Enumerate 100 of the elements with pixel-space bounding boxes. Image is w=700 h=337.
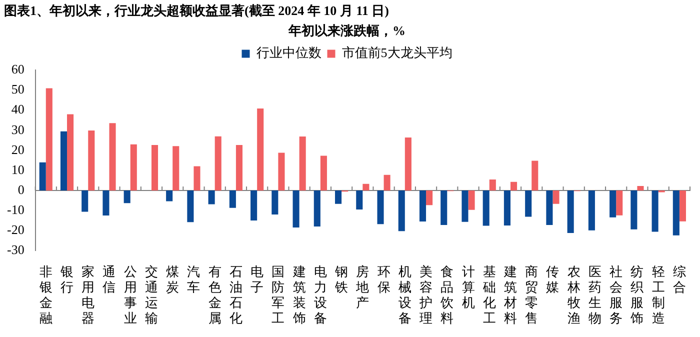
y-tick-label: 40 <box>11 102 24 117</box>
bar <box>610 190 616 218</box>
x-tick-label: 房地产 <box>355 264 370 310</box>
y-tick-label: 30 <box>11 122 24 137</box>
x-tick-label: 医药生物 <box>588 264 602 326</box>
bar <box>257 108 264 190</box>
bar <box>124 190 130 204</box>
x-tick-label: 建筑材料 <box>502 264 517 326</box>
bar <box>67 114 74 190</box>
bar <box>130 144 137 190</box>
bar <box>250 190 258 221</box>
x-tick-label: 公用事业 <box>124 264 137 326</box>
bar <box>462 190 468 222</box>
x-tick-label: 轻工制造 <box>652 264 665 326</box>
x-tick-label: 家用电器 <box>82 264 95 326</box>
x-tick-label: 美容护理 <box>418 264 433 326</box>
y-tick-label: 60 <box>11 62 24 77</box>
x-tick-label: 银行 <box>60 264 74 294</box>
bar <box>362 184 370 190</box>
bar <box>166 190 173 202</box>
y-tick-label: 0 <box>18 182 24 197</box>
bar <box>426 190 433 206</box>
bar <box>335 190 342 204</box>
bar <box>672 190 680 236</box>
bar <box>82 190 88 212</box>
bar <box>194 166 200 190</box>
x-tick-label: 建筑装饰 <box>292 264 306 326</box>
bar <box>292 190 300 228</box>
bar <box>272 190 278 215</box>
bar <box>320 156 327 190</box>
bar <box>489 179 496 190</box>
bar <box>46 88 52 190</box>
x-tick-label: 通信 <box>102 264 116 294</box>
x-tick-label: 基础化工 <box>482 264 496 326</box>
bar <box>532 160 538 190</box>
x-tick-label: 商贸零售 <box>525 264 538 326</box>
chart-subtitle: 年初以来涨跌幅，% <box>288 22 406 38</box>
bar <box>468 190 475 210</box>
x-tick-label: 汽车 <box>187 264 200 294</box>
bar <box>229 190 236 208</box>
y-tick-label: -20 <box>6 222 24 237</box>
bar <box>356 190 363 210</box>
x-tick-label: 综合 <box>672 264 686 294</box>
y-tick-label: 50 <box>11 82 24 97</box>
bar <box>510 182 518 190</box>
x-tick-label: 农林牧渔 <box>566 264 580 326</box>
bar <box>630 190 638 230</box>
y-tick-label: 20 <box>11 142 24 157</box>
bar <box>214 136 222 190</box>
bar <box>236 144 242 190</box>
bar <box>652 190 658 232</box>
bar <box>187 190 194 222</box>
bar <box>546 190 553 225</box>
bar <box>299 136 306 190</box>
bar <box>384 174 390 190</box>
y-tick-label: -30 <box>6 242 24 258</box>
bar <box>419 190 426 222</box>
x-tick-label: 交通运输 <box>144 264 158 326</box>
x-tick-label: 机械设备 <box>398 264 412 326</box>
bar <box>440 190 448 225</box>
x-tick-label: 电子 <box>250 264 264 294</box>
bar <box>151 144 158 190</box>
bar <box>314 190 320 227</box>
x-tick-label: 食品饮料 <box>440 264 454 326</box>
x-tick-label: 电力设备 <box>314 264 327 326</box>
y-tick-label: -10 <box>6 202 24 217</box>
legend-label: 市值前5大龙头平均 <box>342 45 452 60</box>
bar <box>278 152 285 190</box>
y-tick-label: 10 <box>11 162 24 177</box>
bar <box>172 146 180 190</box>
x-tick-label: 有色金属 <box>208 264 222 326</box>
x-tick-label: 钢铁 <box>334 264 348 294</box>
bar <box>398 190 405 232</box>
bar <box>102 190 110 216</box>
bar <box>88 130 95 190</box>
bar <box>39 162 46 190</box>
bar <box>567 190 574 233</box>
x-tick-label: 传媒 <box>546 264 560 294</box>
bar <box>60 131 68 190</box>
bar <box>377 190 384 224</box>
x-tick-label: 环保 <box>377 264 390 294</box>
bar <box>482 190 490 226</box>
x-tick-label: 纺织服饰 <box>630 264 644 326</box>
bar <box>404 138 412 190</box>
x-tick-label: 石油石化 <box>229 264 242 326</box>
x-tick-label: 非银金融 <box>38 264 52 326</box>
x-tick-label: 国防军工 <box>272 264 285 326</box>
bar <box>679 190 686 222</box>
bar <box>552 190 560 204</box>
x-tick-label: 社会服务 <box>610 264 623 326</box>
bar <box>109 123 116 190</box>
bar <box>588 190 595 230</box>
chart-title: 图表1、年初以来，行业龙头超额收益显著(截至 2024 年 10 月 11 日) <box>4 3 389 18</box>
x-tick-label: 计算机 <box>462 264 475 310</box>
legend-label: 行业中位数 <box>256 45 322 60</box>
x-tick-label: 煤炭 <box>166 264 180 294</box>
bar <box>208 190 215 204</box>
bar <box>616 190 623 216</box>
bar <box>637 186 644 190</box>
bar <box>525 190 532 217</box>
